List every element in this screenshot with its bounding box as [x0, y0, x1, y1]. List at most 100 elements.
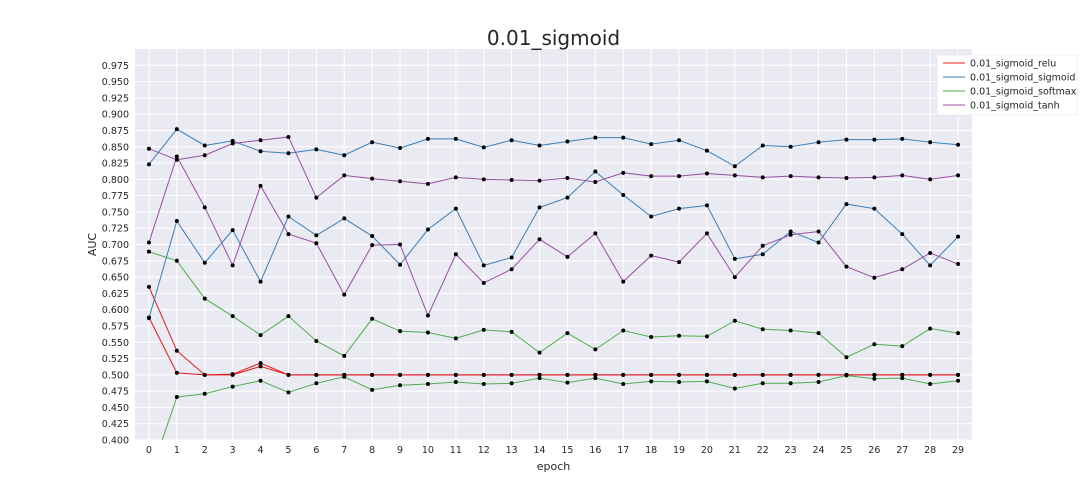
data-point — [398, 372, 403, 377]
data-point — [509, 138, 514, 143]
data-point — [760, 175, 765, 180]
data-point — [286, 314, 291, 319]
data-point — [146, 316, 151, 321]
data-point — [732, 275, 737, 280]
legend-entry: 0.01_sigmoid_sigmoid — [970, 73, 1075, 84]
data-point — [844, 355, 849, 360]
data-point — [649, 214, 654, 219]
data-point — [956, 173, 961, 178]
data-point — [481, 381, 486, 386]
data-point — [453, 206, 458, 211]
data-point — [956, 378, 961, 383]
data-point — [704, 203, 709, 208]
data-point — [370, 140, 375, 145]
data-point — [370, 387, 375, 392]
data-point — [593, 347, 598, 352]
y-tick-label: 0.675 — [102, 256, 129, 267]
data-point — [537, 237, 542, 242]
legend-entry: 0.01_sigmoid_softmax — [970, 87, 1077, 98]
data-point — [258, 183, 263, 188]
data-point — [732, 386, 737, 391]
x-tick-label: 10 — [422, 445, 434, 456]
x-tick-label: 7 — [341, 445, 347, 456]
data-point — [788, 229, 793, 234]
y-tick-label: 0.500 — [102, 370, 129, 381]
data-point — [537, 350, 542, 355]
data-point — [844, 137, 849, 142]
data-point — [565, 372, 570, 377]
data-point — [621, 170, 626, 175]
data-point — [621, 192, 626, 197]
data-point — [900, 376, 905, 381]
data-point — [314, 381, 319, 386]
data-point — [677, 206, 682, 211]
x-tick-label: 25 — [840, 445, 852, 456]
data-point — [760, 327, 765, 332]
legend: 0.01_sigmoid_relu 0.01_sigmoid_sigmoid 0.0… — [936, 54, 1078, 116]
data-point — [928, 263, 933, 268]
data-point — [202, 260, 207, 265]
data-point — [370, 316, 375, 321]
x-tick-label: 4 — [258, 445, 264, 456]
series-line-0.01_sigmoid_softmax-run-1 — [148, 251, 959, 358]
data-point — [956, 262, 961, 267]
y-tick-label: 0.750 — [102, 207, 129, 218]
data-point — [286, 214, 291, 219]
data-point — [314, 233, 319, 238]
data-point — [230, 384, 235, 389]
data-point — [844, 373, 849, 378]
x-tick-label: 21 — [729, 445, 741, 456]
series-line-0.01_sigmoid_tanh-run-2 — [148, 155, 959, 317]
data-point — [174, 219, 179, 224]
y-tick-label: 0.700 — [102, 240, 129, 251]
data-point — [565, 331, 570, 336]
data-point — [732, 372, 737, 377]
data-point — [621, 279, 626, 284]
x-tick-label: 27 — [896, 445, 908, 456]
y-tick-label: 0.975 — [102, 61, 129, 72]
y-tick-label: 0.850 — [102, 142, 129, 153]
data-point — [258, 378, 263, 383]
data-point — [314, 338, 319, 343]
x-tick-label: 14 — [534, 445, 546, 456]
data-point — [816, 380, 821, 385]
x-tick-label: 20 — [701, 445, 713, 456]
y-tick-label: 0.900 — [102, 110, 129, 121]
data-point — [704, 379, 709, 384]
data-point — [481, 327, 486, 332]
data-point — [370, 234, 375, 239]
data-point — [202, 153, 207, 158]
y-tick-label: 0.600 — [102, 305, 129, 316]
data-point — [900, 344, 905, 349]
data-point — [788, 381, 793, 386]
data-point — [621, 372, 626, 377]
y-tick-label: 0.775 — [102, 191, 129, 202]
data-point — [788, 328, 793, 333]
y-tick-label: 0.425 — [102, 419, 129, 430]
x-tick-label: 17 — [617, 445, 629, 456]
data-point — [509, 329, 514, 334]
data-point — [314, 195, 319, 200]
data-point — [732, 256, 737, 261]
data-point — [398, 242, 403, 247]
tick-labels: 0 1 2 3 4 5 6 7 8 9 10 11 12 13 14 15 16 17 18 19 20 21 22 23 24… — [102, 61, 964, 456]
data-point — [398, 179, 403, 184]
x-tick-label: 0 — [146, 445, 152, 456]
data-point — [481, 263, 486, 268]
data-point — [760, 252, 765, 257]
data-point — [956, 372, 961, 377]
data-point — [565, 176, 570, 181]
y-tick-label: 0.450 — [102, 403, 129, 414]
data-point — [453, 380, 458, 385]
data-point — [286, 134, 291, 139]
data-point — [621, 381, 626, 386]
data-point — [342, 353, 347, 358]
data-point — [342, 173, 347, 178]
data-point — [788, 232, 793, 237]
data-point — [453, 372, 458, 377]
data-point — [202, 143, 207, 148]
data-point — [342, 153, 347, 158]
data-point — [286, 372, 291, 377]
data-point — [593, 179, 598, 184]
data-point — [760, 243, 765, 248]
